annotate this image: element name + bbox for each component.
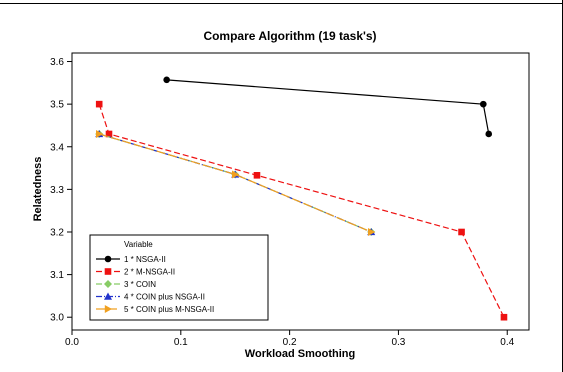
legend-entries: 1 * NSGA-II 2 * M-NSGA-II 3 * COIN 4 * COIN… bbox=[96, 255, 214, 314]
chart-title: Compare Algorithm (19 task's) bbox=[203, 29, 376, 43]
series-5-point bbox=[232, 170, 240, 179]
series-1-point bbox=[485, 130, 493, 138]
series-4-line bbox=[99, 133, 372, 233]
y-axis-label: Relatedness bbox=[32, 157, 44, 222]
y-tick-label: 3.0 bbox=[50, 313, 64, 324]
legend-marker bbox=[104, 255, 112, 263]
series-2-point bbox=[500, 313, 508, 321]
series-layer bbox=[95, 76, 508, 321]
series-1-point bbox=[480, 100, 487, 108]
series-2 bbox=[95, 100, 508, 321]
series-2-point bbox=[253, 172, 261, 179]
legend-label: 2 * M-NSGA-II bbox=[124, 268, 175, 277]
y-tick-label: 3.5 bbox=[50, 100, 64, 111]
y-tick-label: 3.3 bbox=[50, 185, 64, 196]
plot-area bbox=[71, 52, 530, 331]
y-axis: 3.0 3.1 3.2 3.3 3.4 3.5 3.6 bbox=[50, 57, 72, 324]
series-2-point bbox=[458, 228, 465, 236]
legend: Variable 1 * NSGA-II 2 * M-NSGA-II 3 * COI… bbox=[89, 234, 269, 321]
y-tick-label: 3.2 bbox=[50, 227, 64, 238]
x-tick-label: 0.3 bbox=[391, 337, 405, 348]
legend-label: 5 * COIN plus M-NSGA-II bbox=[124, 305, 214, 314]
legend-marker bbox=[104, 292, 112, 300]
x-tick-label: 0.4 bbox=[500, 337, 514, 348]
legend-label: 4 * COIN plus NSGA-II bbox=[124, 293, 205, 302]
x-tick-label: 0.0 bbox=[65, 337, 79, 348]
series-5-line bbox=[99, 133, 372, 233]
y-tick-label: 3.6 bbox=[50, 57, 64, 68]
series-2-point bbox=[95, 100, 103, 108]
legend-label: 1 * NSGA-II bbox=[124, 255, 166, 264]
legend-marker bbox=[104, 280, 112, 288]
legend-marker bbox=[104, 305, 112, 313]
series-5 bbox=[96, 129, 376, 236]
x-tick-label: 0.2 bbox=[283, 337, 297, 348]
x-axis: 0.0 0.1 0.2 0.3 0.4 bbox=[65, 330, 515, 348]
x-tick-label: 0.1 bbox=[174, 337, 188, 348]
series-2-point bbox=[105, 130, 113, 138]
y-tick-label: 3.4 bbox=[50, 142, 64, 153]
series-5-point bbox=[368, 227, 376, 236]
series-1 bbox=[163, 76, 493, 138]
legend-label: 3 * COIN bbox=[124, 280, 156, 289]
legend-marker bbox=[104, 268, 112, 275]
series-5-point bbox=[96, 129, 104, 138]
y-tick-label: 3.1 bbox=[50, 270, 64, 281]
x-axis-label: Workload Smoothing bbox=[245, 348, 355, 360]
legend-box bbox=[89, 234, 269, 321]
legend-title: Variable bbox=[124, 240, 153, 249]
series-1-point bbox=[163, 76, 170, 84]
